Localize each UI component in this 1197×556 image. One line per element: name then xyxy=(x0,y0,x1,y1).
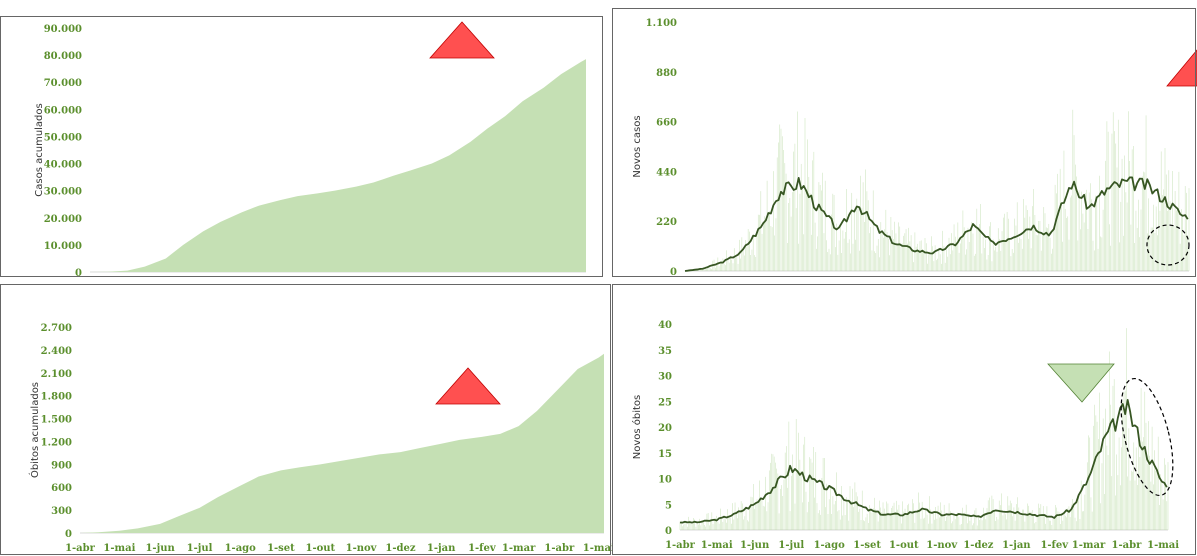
x-tick-label: 1-abr xyxy=(1111,540,1142,551)
panel-frame xyxy=(0,284,611,555)
x-tick-label: 1-dez xyxy=(963,540,993,551)
y-tick-label: 660 xyxy=(656,118,677,129)
trend-up-icon xyxy=(429,21,495,59)
area-series xyxy=(90,59,586,272)
daily-bars xyxy=(679,328,1169,530)
panel-frame xyxy=(0,16,603,277)
x-tick-label: 1-jan xyxy=(1002,540,1031,551)
y-axis-label: Casos acumulados xyxy=(34,103,45,196)
trend-down-icon xyxy=(1047,363,1115,403)
y-tick-label: 0 xyxy=(665,526,672,537)
y-tick-label: 20.000 xyxy=(44,214,82,225)
x-tick-label: 1-mar xyxy=(502,543,536,554)
area-series xyxy=(80,353,604,533)
x-tick-label: 1-jun xyxy=(145,543,175,554)
x-tick-label: 1-mai xyxy=(103,543,135,554)
y-tick-label: 1.800 xyxy=(41,392,72,403)
x-tick-label: 1-out xyxy=(889,540,919,551)
x-tick-label: 1-set xyxy=(267,543,295,554)
x-tick-label: 1-jan xyxy=(427,543,456,554)
y-tick-label: 30.000 xyxy=(44,187,82,198)
x-tick-label: 1-mar xyxy=(1072,540,1106,551)
y-tick-label: 220 xyxy=(656,217,677,228)
y-tick-label: 5 xyxy=(665,500,672,511)
x-tick-label: 1-abr xyxy=(544,543,575,554)
y-tick-label: 0 xyxy=(65,529,72,540)
y-tick-label: 10 xyxy=(658,475,672,486)
trend-up-icon xyxy=(1166,49,1197,87)
x-tick-label: 1-abr xyxy=(65,543,96,554)
x-tick-label: 1-mai xyxy=(583,543,612,554)
y-tick-label: 440 xyxy=(656,167,677,178)
x-tick-label: 1-out xyxy=(305,543,335,554)
y-tick-label: 10.000 xyxy=(44,241,82,252)
x-tick-label: 1-set xyxy=(853,540,881,551)
y-tick-label: 880 xyxy=(656,68,677,79)
y-tick-label: 0 xyxy=(75,268,82,278)
y-tick-label: 900 xyxy=(51,460,72,471)
daily-bars xyxy=(685,109,1190,271)
x-tick-label: 1-ago xyxy=(814,540,846,551)
y-axis-label: Óbitos acumulados xyxy=(28,382,41,478)
y-tick-label: 0 xyxy=(670,267,677,278)
y-tick-label: 300 xyxy=(51,506,72,517)
highlight-ellipse xyxy=(1120,377,1174,497)
y-tick-label: 30 xyxy=(658,372,672,383)
y-tick-label: 90.000 xyxy=(44,24,82,35)
y-tick-label: 1.200 xyxy=(41,437,72,448)
x-tick-label: 1-abr xyxy=(665,540,696,551)
y-axis-label: Novos casos xyxy=(632,115,643,177)
y-tick-label: 50.000 xyxy=(44,132,82,143)
chart-casos-acumulados: 0 10.000 20.000 30.000 40.000 50.000 60.000 70.… xyxy=(0,0,604,278)
y-tick-label: 1.100 xyxy=(646,18,677,29)
x-tick-label: 1-mai xyxy=(1147,540,1179,551)
moving-average-line xyxy=(684,176,1189,272)
x-tick-label: 1-fev xyxy=(1040,540,1069,551)
x-tick-label: 1-mai xyxy=(701,540,733,551)
x-tick-label: 1-fev xyxy=(468,543,497,554)
x-tick-label: 1-ago xyxy=(225,543,257,554)
chart-novos-obitos: 0 5 10 15 20 25 30 35 40 1-abr 1-mai 1-jun 1-jul 1-ag… xyxy=(612,284,1197,556)
y-tick-label: 1.500 xyxy=(41,415,72,426)
x-tick-label: 1-dez xyxy=(385,543,415,554)
y-tick-label: 2.700 xyxy=(41,323,72,334)
x-tick-label: 1-nov xyxy=(926,540,958,551)
y-axis-label: Novos óbitos xyxy=(631,395,643,460)
y-tick-label: 40 xyxy=(658,320,672,331)
chart-obitos-acumulados: 0 300 600 900 1.200 1.500 1.800 2.100 2.400 2.700… xyxy=(0,284,612,556)
y-tick-label: 600 xyxy=(51,483,72,494)
y-tick-label: 80.000 xyxy=(44,51,82,62)
panel-frame xyxy=(612,8,1196,277)
y-tick-label: 25 xyxy=(658,397,672,408)
y-tick-label: 20 xyxy=(658,423,672,434)
y-tick-label: 40.000 xyxy=(44,160,82,171)
y-tick-label: 2.400 xyxy=(41,346,72,357)
x-tick-label: 1-nov xyxy=(346,543,378,554)
y-tick-label: 15 xyxy=(658,449,672,460)
chart-novos-casos: 02204406608801.1001-abr1-mai1-jun1-jul1-… xyxy=(612,0,1197,278)
y-tick-label: 60.000 xyxy=(44,105,82,116)
y-tick-label: 70.000 xyxy=(44,78,82,89)
x-tick-label: 1-jul xyxy=(187,543,213,554)
chart-svg: 02204406608801.1001-abr1-mai1-jun1-jul1-… xyxy=(612,8,1197,278)
moving-average-line xyxy=(679,398,1168,524)
chart-svg: 0 5 10 15 20 25 30 35 40 1-abr 1-mai 1-jun 1-jul 1-ag… xyxy=(612,284,1196,555)
y-tick-label: 2.100 xyxy=(41,369,72,380)
chart-svg: 0 10.000 20.000 30.000 40.000 50.000 60.000 70.… xyxy=(0,16,603,278)
y-tick-label: 35 xyxy=(658,346,672,357)
highlight-ellipse xyxy=(1146,224,1190,266)
trend-up-icon xyxy=(435,367,501,405)
chart-svg: 0 300 600 900 1.200 1.500 1.800 2.100 2.400 2.700… xyxy=(0,284,612,555)
x-tick-label: 1-jun xyxy=(740,540,770,551)
panel-frame xyxy=(612,284,1196,555)
x-tick-label: 1-jul xyxy=(778,540,804,551)
